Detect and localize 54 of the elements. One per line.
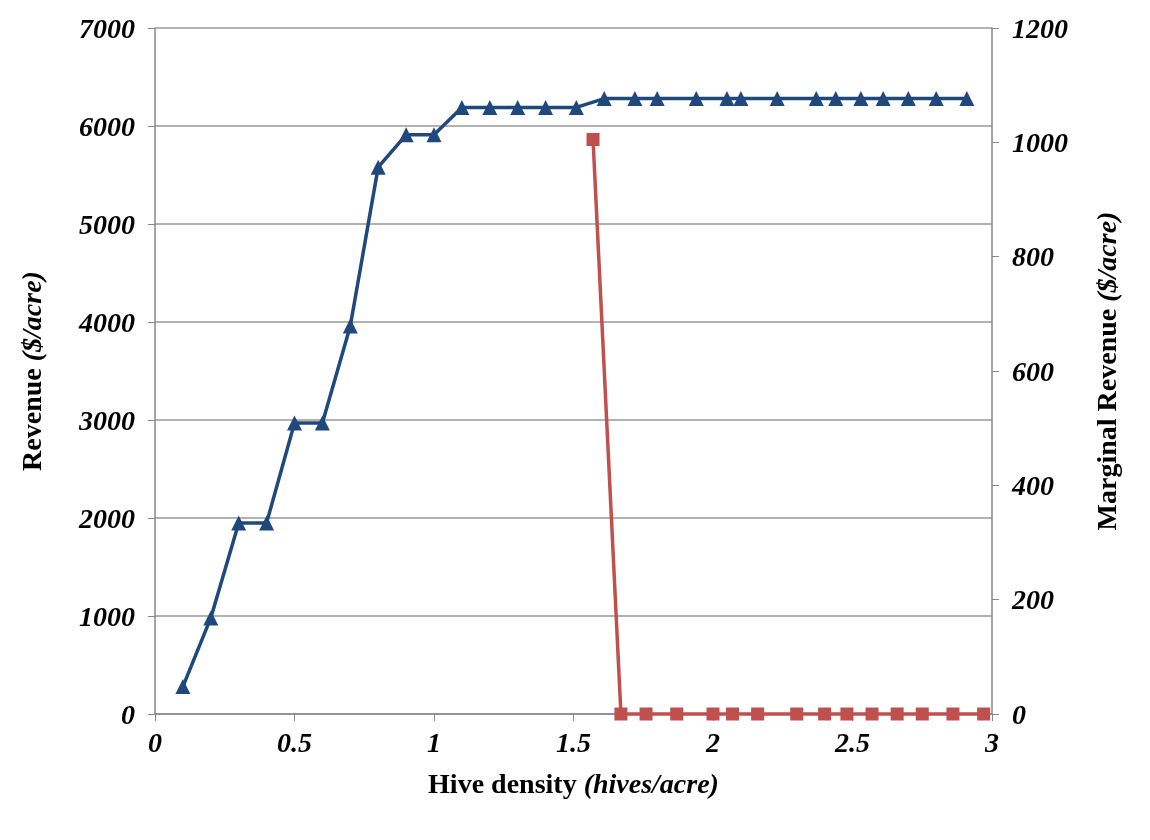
point	[733, 91, 749, 107]
point	[568, 99, 584, 115]
x-tick-label: 0.5	[277, 726, 312, 758]
point	[719, 91, 735, 107]
point	[596, 91, 612, 107]
y-tick-label: 3000	[78, 404, 135, 436]
x-axis-title: Hive density (hives/acre)	[428, 767, 719, 799]
y2-tick-label: 400	[1011, 469, 1054, 501]
x-tick-label: 1.5	[556, 726, 591, 758]
point	[287, 415, 302, 431]
point	[627, 91, 643, 107]
point	[875, 91, 891, 107]
point	[928, 91, 944, 107]
y2-tick-label: 200	[1011, 584, 1054, 616]
x-tick-label: 1	[427, 726, 441, 758]
point	[426, 127, 442, 143]
point	[510, 99, 526, 115]
x-tick-label: 0	[148, 726, 162, 758]
y-tick-label: 2000	[78, 502, 135, 534]
y-tick-label: 7000	[79, 12, 135, 44]
x-tick-label: 2.5	[834, 726, 870, 758]
point	[649, 91, 665, 107]
y2-tick-label: 600	[1012, 355, 1054, 387]
y-tick-label: 4000	[78, 306, 135, 338]
point	[259, 515, 275, 531]
point	[370, 159, 386, 175]
point	[203, 610, 219, 626]
y2-axis-title: Marginal Revenue ($/acre)	[1090, 211, 1122, 531]
y-axis-title: Revenue ($/acre)	[15, 271, 47, 471]
point	[342, 318, 358, 334]
point	[175, 679, 191, 695]
point	[314, 415, 330, 431]
point	[538, 99, 554, 115]
point	[231, 515, 247, 531]
y2-tick-label: 0	[1012, 698, 1026, 730]
y2-tick-label: 800	[1012, 241, 1054, 273]
point	[900, 91, 916, 107]
point	[808, 91, 824, 107]
point	[769, 91, 785, 107]
x-tick-label: 3	[984, 726, 999, 758]
point	[828, 91, 844, 107]
point	[853, 91, 869, 107]
point	[482, 99, 498, 115]
point	[959, 91, 975, 107]
x-tick-label: 2	[705, 726, 720, 758]
y-tick-label: 1000	[79, 600, 135, 632]
y-tick-label: 6000	[79, 110, 135, 142]
y-tick-label: 5000	[79, 208, 135, 240]
y2-tick-label: 1000	[1012, 126, 1068, 158]
point	[454, 99, 470, 115]
y-tick-label: 0	[121, 698, 135, 730]
y2-tick-label: 1200	[1012, 12, 1068, 44]
point	[688, 91, 704, 107]
point	[398, 127, 414, 143]
